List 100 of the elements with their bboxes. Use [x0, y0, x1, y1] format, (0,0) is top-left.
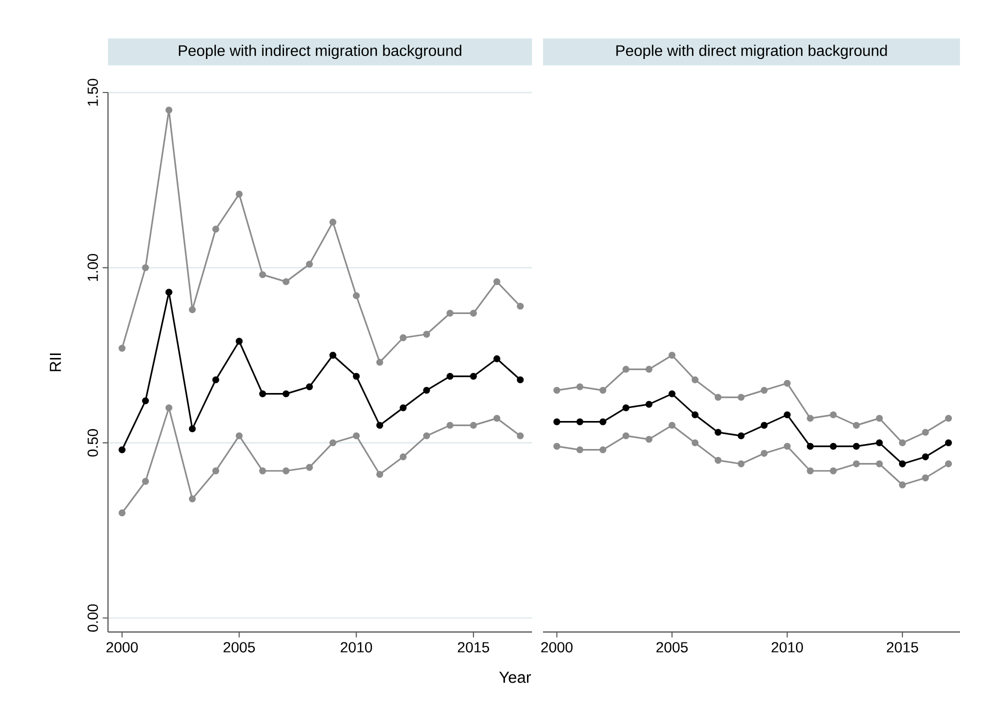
- point: [553, 442, 560, 450]
- point: [188, 425, 196, 432]
- point: [329, 218, 336, 226]
- point: [259, 467, 266, 474]
- point: [188, 306, 196, 314]
- point: [876, 414, 883, 422]
- point: [118, 446, 126, 454]
- point: [576, 418, 584, 426]
- point: [599, 386, 606, 394]
- point: [142, 264, 149, 272]
- x-tick-label: 2005: [224, 642, 255, 652]
- point: [646, 366, 652, 373]
- point: [236, 190, 243, 198]
- point: [352, 292, 360, 300]
- point: [898, 460, 906, 468]
- point: [212, 376, 220, 384]
- point: [329, 352, 336, 359]
- point: [622, 404, 630, 412]
- point: [945, 439, 952, 446]
- point: [760, 450, 768, 457]
- point: [876, 439, 883, 446]
- point: [806, 414, 814, 422]
- x-tick-label: 2005: [656, 642, 688, 652]
- point: [576, 446, 584, 454]
- point: [692, 411, 699, 418]
- point: [852, 442, 860, 450]
- point: [470, 372, 477, 380]
- y-axis-title: RII: [50, 354, 61, 372]
- point: [806, 442, 814, 450]
- point: [622, 432, 630, 440]
- point: [470, 422, 477, 429]
- point: [306, 464, 313, 471]
- point: [188, 495, 196, 502]
- x-tick-label: 2000: [541, 642, 573, 652]
- point: [646, 400, 652, 408]
- point: [898, 439, 906, 446]
- point: [400, 334, 407, 342]
- point: [423, 386, 430, 394]
- point: [830, 467, 837, 474]
- point: [329, 439, 336, 446]
- point: [376, 470, 384, 478]
- x-tick-label: 2010: [772, 642, 803, 652]
- point: [898, 481, 906, 488]
- point: [306, 260, 313, 268]
- point: [945, 414, 952, 422]
- point: [830, 411, 837, 418]
- point: [922, 474, 929, 482]
- point: [646, 436, 652, 443]
- point: [622, 366, 630, 373]
- point: [259, 390, 266, 398]
- point: [714, 428, 722, 436]
- point: [423, 330, 430, 338]
- point: [493, 278, 500, 286]
- point: [142, 478, 149, 485]
- point: [852, 422, 860, 429]
- point: [352, 372, 360, 380]
- point: [352, 432, 360, 440]
- point: [118, 509, 126, 516]
- point: [376, 422, 384, 429]
- y-tick-label: 0.50: [88, 429, 98, 457]
- point: [516, 432, 524, 440]
- point: [784, 380, 791, 387]
- chart-title: People with indirect migration background: [178, 44, 462, 60]
- chart-title: People with direct migration background: [616, 44, 887, 60]
- point: [282, 390, 290, 398]
- point: [212, 467, 220, 474]
- point: [760, 422, 768, 429]
- point: [668, 352, 676, 359]
- point: [714, 456, 722, 464]
- point: [400, 404, 407, 412]
- point: [738, 394, 745, 401]
- point: [423, 432, 430, 440]
- point: [142, 397, 149, 404]
- point: [830, 442, 837, 450]
- point: [236, 432, 243, 440]
- y-tick-label: 1.50: [88, 78, 98, 106]
- point: [493, 414, 500, 422]
- point: [165, 404, 172, 412]
- point: [553, 418, 560, 426]
- point: [376, 358, 384, 366]
- point: [760, 386, 768, 394]
- point: [738, 460, 745, 468]
- point: [692, 376, 699, 384]
- point: [599, 446, 606, 454]
- point: [446, 372, 454, 380]
- point: [400, 453, 407, 460]
- point: [806, 467, 814, 474]
- point: [922, 428, 929, 436]
- point: [876, 460, 883, 468]
- x-axis-title: Year: [499, 672, 531, 683]
- point: [493, 355, 500, 362]
- point: [165, 106, 172, 114]
- point: [852, 460, 860, 468]
- point: [306, 383, 313, 390]
- y-tick-label: 1.00: [88, 254, 98, 281]
- point: [516, 376, 524, 384]
- point: [118, 344, 126, 352]
- x-tick-label: 2015: [886, 642, 918, 652]
- point: [784, 411, 791, 418]
- point: [212, 226, 220, 233]
